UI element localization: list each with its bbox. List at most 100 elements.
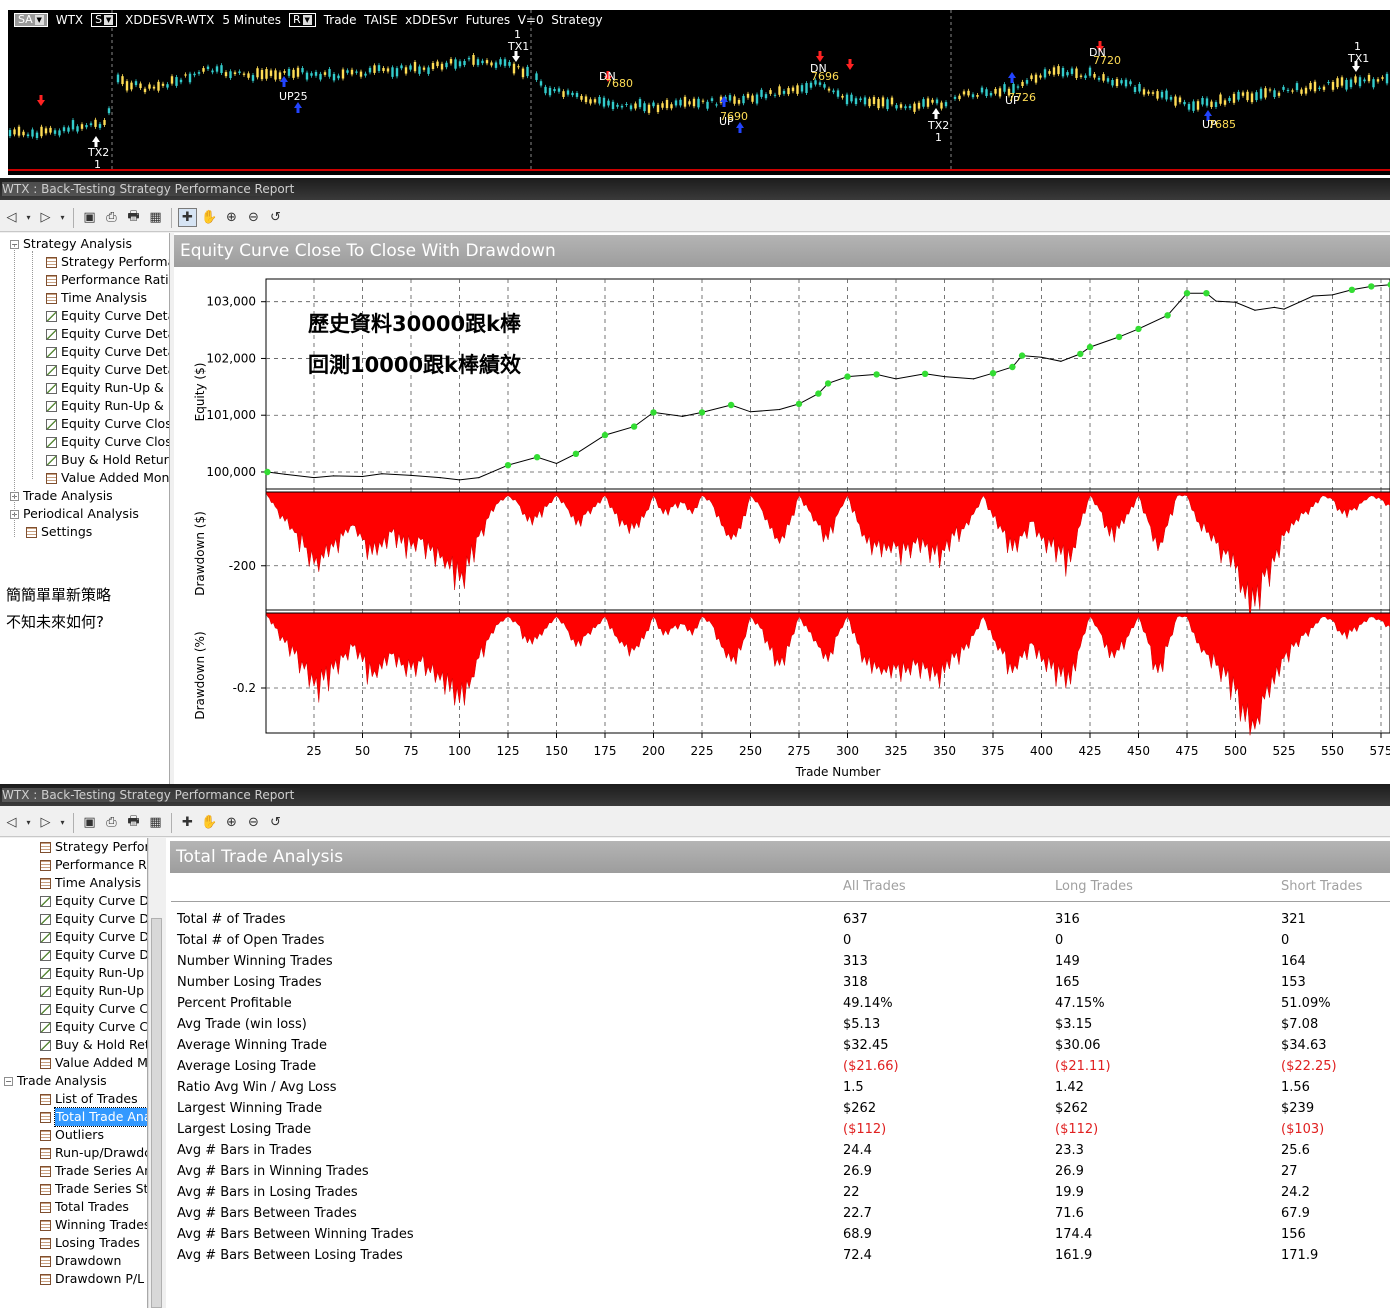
tree-item[interactable]: Equity Curve Close (46, 415, 169, 433)
candle-body (206, 66, 210, 70)
candle-body (1376, 79, 1380, 82)
cell-short-trades: 156 (1281, 1227, 1306, 1242)
window-titlebar[interactable]: WTX : Back-Testing Strategy Performance … (0, 178, 1390, 200)
save-icon[interactable]: ▣ (83, 815, 96, 830)
print-icon[interactable]: 🖶 (127, 813, 140, 829)
back-icon[interactable]: ◁ (6, 210, 17, 225)
forward-icon[interactable]: ▷ (40, 210, 51, 225)
tree-scrollbar[interactable] (148, 838, 163, 1308)
tree-item[interactable]: Equity Curve Detail (46, 343, 169, 361)
candle-body (1147, 91, 1150, 94)
candle-body (881, 97, 885, 107)
tree-item[interactable]: Buy & Hold Retu (40, 1036, 147, 1054)
tree-item[interactable]: Run-up/Drawdc (40, 1144, 147, 1162)
tree-item[interactable]: Equity Curve Detail (46, 361, 169, 379)
tree-group[interactable]: − Trade Analysis (4, 1072, 107, 1090)
scrollbar-thumb[interactable] (151, 918, 162, 1308)
save-icon[interactable]: ▣ (83, 210, 96, 225)
tree-item[interactable]: Performance Ratios (46, 271, 169, 289)
tree-item[interactable]: Performance Ra (40, 856, 147, 874)
tree-group[interactable]: + Periodical Analysis (10, 505, 139, 523)
crosshair-icon[interactable]: ✚ (182, 815, 193, 830)
tree-item[interactable]: List of Trades (40, 1090, 138, 1108)
tree-item[interactable]: Buy & Hold Return (46, 451, 169, 469)
print-icon[interactable]: 🖶 (127, 208, 140, 224)
candle-body (319, 73, 322, 80)
sa-label: SA (18, 13, 33, 26)
table-report-icon (26, 526, 37, 538)
preview-icon[interactable]: ⎙ (106, 210, 117, 225)
zoom-out-icon[interactable]: ⊖ (248, 815, 259, 830)
back-dropdown-icon[interactable]: ▾ (26, 818, 31, 827)
tree-group[interactable]: + Trade Analysis (10, 487, 113, 505)
tree-item[interactable]: Equity Curve Clc (40, 1000, 147, 1018)
tree-item[interactable]: Outliers (40, 1126, 104, 1144)
tree-item[interactable]: Equity Curve De (40, 892, 147, 910)
tree-item[interactable]: Equity Run-Up & (40, 982, 147, 1000)
tree-item[interactable]: Equity Curve Clc (40, 1018, 147, 1036)
tree-item[interactable]: Equity Curve De (40, 910, 147, 928)
tree-item[interactable]: Trade Series Ana (40, 1162, 147, 1180)
back-dropdown-icon[interactable]: ▾ (26, 213, 31, 222)
tree-item[interactable]: Value Added M (40, 1054, 147, 1072)
tree-item[interactable]: Winning Trades (40, 1216, 147, 1234)
price-chart-canvas[interactable]: TX2 1 UP25 TX1 1 DN 7680 UP 7690 DN 7696 TX2 1 UP 7726… (8, 10, 1390, 175)
candle-body (13, 129, 16, 135)
reset-icon[interactable]: ↺ (270, 815, 281, 830)
candle-body (1178, 97, 1182, 103)
zoom-in-icon[interactable]: ⊕ (226, 815, 237, 830)
hand-icon[interactable]: ✋ (201, 815, 218, 830)
hand-icon[interactable]: ✋ (201, 210, 218, 225)
cell-all-trades: 22 (843, 1185, 860, 1200)
tree-item[interactable]: Time Analysis (40, 874, 141, 892)
table-icon[interactable]: ▦ (149, 210, 162, 225)
tree-item[interactable]: Value Added Mont (46, 469, 169, 487)
tree-item[interactable]: Equity Curve Detail (46, 307, 169, 325)
zoom-out-icon[interactable]: ⊖ (248, 210, 259, 225)
tree-item[interactable]: Equity Curve De (40, 946, 147, 964)
price-chart[interactable]: TX2 1 UP25 TX1 1 DN 7680 UP 7690 DN 7696 TX2 1 UP 7726… (0, 0, 1390, 178)
candle-body (1214, 102, 1218, 107)
chart-report-icon (46, 436, 57, 448)
side-note-1: 簡簡單單新策略 (6, 586, 112, 604)
forward-dropdown-icon[interactable]: ▾ (60, 818, 65, 827)
tree-item[interactable]: Total Trade Ana (40, 1107, 147, 1127)
forward-dropdown-icon[interactable]: ▾ (60, 213, 65, 222)
report-tree[interactable]: Strategy Perform Performance Ra Time Analy… (0, 838, 148, 1308)
tree-item[interactable]: Equity Curve De (40, 928, 147, 946)
tree-item[interactable]: Strategy Performar (46, 253, 169, 271)
reset-icon[interactable]: ↺ (270, 210, 281, 225)
sa-selector[interactable]: SA ▼ (14, 13, 48, 27)
tree-item[interactable]: Total Trades (40, 1198, 129, 1216)
collapse-icon[interactable]: − (4, 1076, 13, 1086)
report-tree[interactable]: − Strategy Analysis Strategy Performar Perf… (0, 233, 170, 784)
tree-item[interactable]: Equity Curve Detail (46, 325, 169, 343)
zoom-in-icon[interactable]: ⊕ (226, 210, 237, 225)
window-titlebar[interactable]: WTX : Back-Testing Strategy Performance … (0, 784, 1390, 806)
table-icon[interactable]: ▦ (149, 815, 162, 830)
tree-item[interactable]: Settings (26, 523, 92, 541)
tree-item[interactable]: Equity Run-Up & D (46, 397, 169, 415)
tree-item[interactable]: Trade Series Sta (40, 1180, 147, 1198)
equity-chart[interactable]: 103,000 102,000 101,000 100,000 Equity ($) -2… (174, 269, 1390, 784)
tree-item[interactable]: Equity Run-Up & (40, 964, 147, 982)
s-label: S (95, 13, 103, 26)
tree-item[interactable]: Strategy Perform (40, 838, 147, 856)
s-selector[interactable]: S ▼ (91, 13, 118, 27)
forward-icon[interactable]: ▷ (40, 815, 51, 830)
candle-body (1070, 68, 1074, 74)
tree-item[interactable]: Drawdown (40, 1252, 121, 1270)
candle-body (1093, 73, 1096, 78)
table-row: Number Winning Trades 313 149 164 (171, 951, 1390, 972)
cell-short-trades: 25.6 (1281, 1143, 1310, 1158)
preview-icon[interactable]: ⎙ (106, 815, 117, 830)
tree-group[interactable]: − Strategy Analysis (10, 235, 132, 253)
tree-item[interactable]: Equity Curve Close (46, 433, 169, 451)
tree-item[interactable]: Equity Run-Up & D (46, 379, 169, 397)
r-selector[interactable]: R ▼ (289, 13, 316, 27)
back-icon[interactable]: ◁ (6, 815, 17, 830)
tree-item[interactable]: Drawdown P/L (40, 1270, 144, 1288)
crosshair-icon[interactable]: ✚ (178, 208, 197, 227)
tree-item[interactable]: Time Analysis (46, 289, 147, 307)
tree-item[interactable]: Losing Trades (40, 1234, 140, 1252)
